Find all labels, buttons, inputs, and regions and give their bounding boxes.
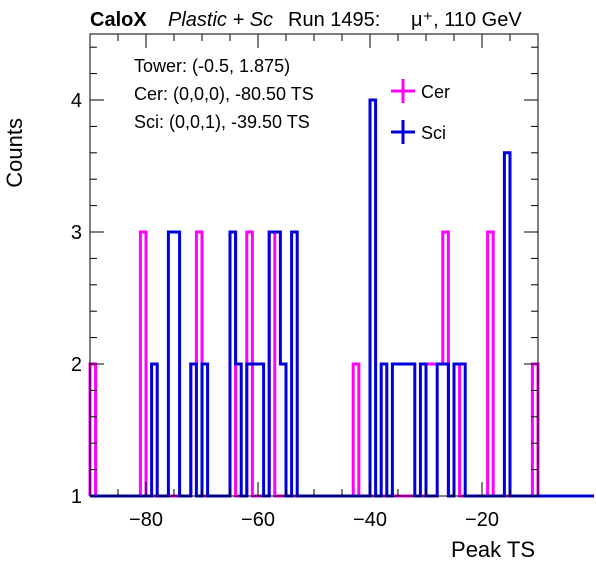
x-tick-label: −40 <box>353 509 387 531</box>
series-sci-line <box>90 98 594 498</box>
y-tick-label: 4 <box>71 90 82 112</box>
legend-sci-label: Sci <box>421 123 446 143</box>
sci-info: Sci: (0,0,1), -39.50 TS <box>134 112 310 132</box>
run-label: Run 1495: <box>288 9 380 31</box>
cer-info: Cer: (0,0,0), -80.50 TS <box>134 84 314 104</box>
data-layer <box>88 98 594 498</box>
experiment-label: CaloX <box>90 9 147 31</box>
legend-cer-label: Cer <box>421 82 450 102</box>
tick-layer: −80 −60 −40 −20 1 2 3 4 <box>71 34 539 531</box>
x-tick-label: −60 <box>241 509 275 531</box>
x-tick-label: −80 <box>129 509 163 531</box>
detector-label: Plastic + Sc <box>168 9 273 31</box>
legend: Cer Sci <box>391 79 450 144</box>
tower-info: Tower: (-0.5, 1.875) <box>134 56 290 76</box>
y-tick-label: 1 <box>71 486 82 508</box>
y-axis-label: Counts <box>2 118 27 188</box>
x-axis-label: Peak TS <box>451 537 535 562</box>
x-tick-label: −20 <box>465 509 499 531</box>
y-tick-label: 2 <box>71 354 82 376</box>
beam-label: μ⁺, 110 GeV <box>411 9 522 31</box>
y-tick-label: 3 <box>71 222 82 244</box>
